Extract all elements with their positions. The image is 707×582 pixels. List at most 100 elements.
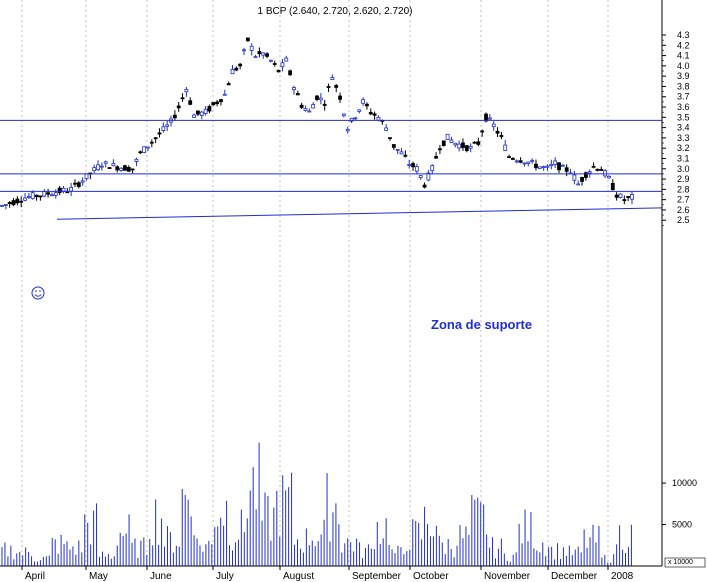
candle	[322, 99, 327, 111]
candle-body	[361, 99, 365, 104]
candle-body	[146, 146, 150, 149]
candle	[476, 137, 481, 147]
candle-body	[499, 135, 504, 137]
candle	[15, 196, 20, 206]
candle	[484, 112, 488, 123]
candle	[411, 161, 415, 171]
candle	[234, 66, 239, 72]
candle	[53, 189, 58, 199]
candle	[238, 63, 243, 70]
candle	[196, 110, 200, 117]
candle-body	[284, 57, 289, 62]
candle-body	[299, 104, 304, 108]
candle-body	[184, 89, 189, 93]
smiley-eye-right	[39, 290, 41, 292]
candle	[560, 163, 565, 167]
candle	[365, 102, 369, 110]
y-tick-label: 3.4	[677, 123, 690, 133]
volume-bars	[1, 442, 632, 566]
candle	[403, 150, 408, 158]
y-tick-label: 3.8	[677, 81, 690, 91]
candle	[303, 105, 308, 112]
candle-body	[610, 182, 615, 191]
candle-body	[130, 168, 135, 171]
candle-body	[495, 130, 500, 134]
candle-body	[242, 49, 246, 52]
candle	[138, 150, 143, 155]
candle-body	[42, 190, 47, 197]
y-tick-label: 3.5	[677, 112, 690, 122]
candle	[180, 93, 185, 102]
candle	[530, 158, 535, 164]
candle	[526, 161, 531, 167]
candle-body	[0, 204, 4, 207]
candle-body	[376, 116, 381, 121]
candle-body	[365, 103, 369, 107]
candle	[192, 113, 196, 118]
candle	[261, 52, 266, 59]
candle-body	[457, 143, 462, 149]
x-tick-label: November	[484, 571, 531, 582]
candle-body	[534, 163, 538, 169]
right-axis: 4.34.24.14.03.93.83.73.63.53.43.33.23.13…	[0, 0, 706, 568]
candle	[414, 163, 419, 175]
candle-body	[84, 173, 89, 180]
volume-tick-label: 5000	[672, 520, 692, 530]
candle	[111, 159, 116, 167]
candle	[199, 110, 204, 120]
candle	[126, 165, 131, 172]
candle	[441, 140, 446, 147]
y-tick-label: 4.2	[677, 40, 690, 50]
candle	[257, 47, 262, 58]
candle	[11, 197, 16, 206]
candle-body	[219, 99, 223, 103]
candle-body	[368, 112, 373, 115]
candle-body	[292, 87, 296, 91]
candle-body	[276, 69, 281, 73]
candle-body	[318, 97, 323, 101]
candle	[96, 160, 100, 172]
candle	[157, 128, 162, 138]
candle	[384, 124, 389, 131]
candle	[449, 136, 454, 144]
candle	[618, 193, 623, 199]
y-tick-label: 4.3	[677, 30, 690, 40]
candle-body	[222, 93, 227, 96]
candle	[30, 190, 35, 200]
candle-body	[603, 170, 608, 177]
candle	[534, 159, 538, 171]
candle-body	[391, 144, 396, 148]
candle	[388, 137, 392, 141]
candle-body	[334, 85, 339, 88]
candle-body	[580, 176, 584, 182]
candle-body	[26, 196, 31, 198]
candle	[23, 193, 27, 202]
candle	[610, 179, 615, 191]
candle-body	[622, 199, 627, 201]
candle-body	[388, 137, 392, 140]
candle-body	[57, 187, 62, 194]
volume-scale-label: x 10000	[668, 559, 693, 566]
candle-body	[234, 67, 239, 71]
candle-body	[188, 100, 193, 105]
candle-body	[560, 164, 565, 167]
candle	[19, 196, 24, 208]
candle-body	[541, 166, 546, 169]
candle-body	[315, 95, 319, 101]
candle-body	[595, 168, 600, 171]
candle-body	[38, 195, 43, 198]
y-tick-label: 2.8	[677, 184, 690, 194]
candle	[499, 131, 504, 140]
candle-body	[215, 101, 220, 105]
candle	[626, 195, 631, 201]
candle-body	[549, 163, 554, 167]
candle-body	[23, 197, 27, 201]
candle	[491, 121, 496, 131]
candle-body	[357, 109, 362, 112]
candle	[545, 164, 550, 171]
candle-body	[630, 194, 634, 200]
candle	[211, 102, 216, 106]
candle	[38, 195, 43, 201]
candle-body	[192, 114, 196, 118]
candle	[507, 154, 511, 159]
